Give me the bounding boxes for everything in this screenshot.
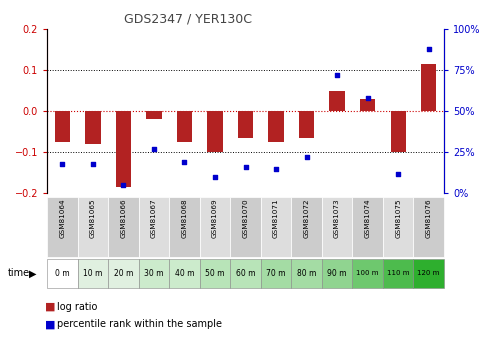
Text: GSM81065: GSM81065 (90, 198, 96, 238)
Bar (390, 111, 406, 152)
Text: 50 m: 50 m (205, 269, 225, 278)
Bar (238, 111, 253, 138)
Bar (413, 259, 444, 288)
Text: 60 m: 60 m (236, 269, 255, 278)
Text: GSM81068: GSM81068 (182, 198, 187, 238)
Bar (230, 197, 261, 257)
Text: 120 m: 120 m (418, 270, 440, 276)
Text: ■: ■ (45, 319, 55, 329)
Text: 100 m: 100 m (356, 270, 379, 276)
Text: 0 m: 0 m (55, 269, 70, 278)
Text: GSM81066: GSM81066 (121, 198, 126, 238)
Text: 10 m: 10 m (83, 269, 103, 278)
Text: GSM81064: GSM81064 (60, 198, 65, 238)
Text: GSM81076: GSM81076 (426, 198, 432, 238)
Point (425, 46, 433, 52)
Bar (291, 259, 322, 288)
Text: log ratio: log ratio (57, 302, 97, 312)
Bar (322, 259, 352, 288)
Bar (383, 259, 413, 288)
Text: 110 m: 110 m (387, 270, 409, 276)
Text: 70 m: 70 m (266, 269, 286, 278)
Point (364, 95, 372, 101)
Bar (200, 259, 230, 288)
Text: GDS2347 / YER130C: GDS2347 / YER130C (124, 12, 252, 25)
Bar (169, 197, 200, 257)
Text: ■: ■ (45, 302, 55, 312)
Bar (47, 197, 78, 257)
Text: ▶: ▶ (29, 268, 36, 278)
Text: 90 m: 90 m (327, 269, 347, 278)
Bar (352, 259, 383, 288)
Point (333, 72, 341, 78)
Text: GSM81072: GSM81072 (304, 198, 310, 238)
Bar (413, 197, 444, 257)
Bar (200, 197, 230, 257)
Text: percentile rank within the sample: percentile rank within the sample (57, 319, 222, 329)
Bar (47, 259, 78, 288)
Point (59, 161, 66, 166)
Bar (169, 259, 200, 288)
Bar (108, 259, 139, 288)
Point (211, 174, 219, 179)
Bar (78, 259, 108, 288)
Point (303, 154, 310, 160)
Text: 30 m: 30 m (144, 269, 164, 278)
Bar (177, 111, 192, 142)
Bar (268, 111, 284, 142)
Bar (78, 197, 108, 257)
Point (242, 164, 249, 170)
Text: 20 m: 20 m (114, 269, 133, 278)
Bar (230, 259, 261, 288)
Bar (383, 197, 413, 257)
Bar (146, 111, 162, 119)
Bar (291, 197, 322, 257)
Bar (85, 111, 101, 144)
Text: 40 m: 40 m (175, 269, 194, 278)
Point (150, 146, 158, 152)
Text: GSM81067: GSM81067 (151, 198, 157, 238)
Point (120, 182, 127, 188)
Bar (329, 91, 345, 111)
Text: GSM81073: GSM81073 (334, 198, 340, 238)
Text: time: time (7, 268, 30, 278)
Bar (352, 197, 383, 257)
Bar (139, 259, 169, 288)
Text: GSM81071: GSM81071 (273, 198, 279, 238)
Bar (116, 111, 131, 187)
Bar (360, 99, 375, 111)
Bar (108, 197, 139, 257)
Bar (261, 197, 291, 257)
Text: GSM81075: GSM81075 (395, 198, 401, 238)
Bar (299, 111, 314, 138)
Bar (322, 197, 352, 257)
Bar (55, 111, 70, 142)
Bar (139, 197, 169, 257)
Bar (261, 259, 291, 288)
Bar (207, 111, 223, 152)
Point (394, 171, 402, 176)
Bar (421, 64, 436, 111)
Point (89, 161, 97, 166)
Text: 80 m: 80 m (297, 269, 316, 278)
Text: GSM81069: GSM81069 (212, 198, 218, 238)
Point (181, 159, 188, 165)
Point (272, 166, 280, 171)
Text: GSM81070: GSM81070 (243, 198, 248, 238)
Text: GSM81074: GSM81074 (365, 198, 371, 238)
